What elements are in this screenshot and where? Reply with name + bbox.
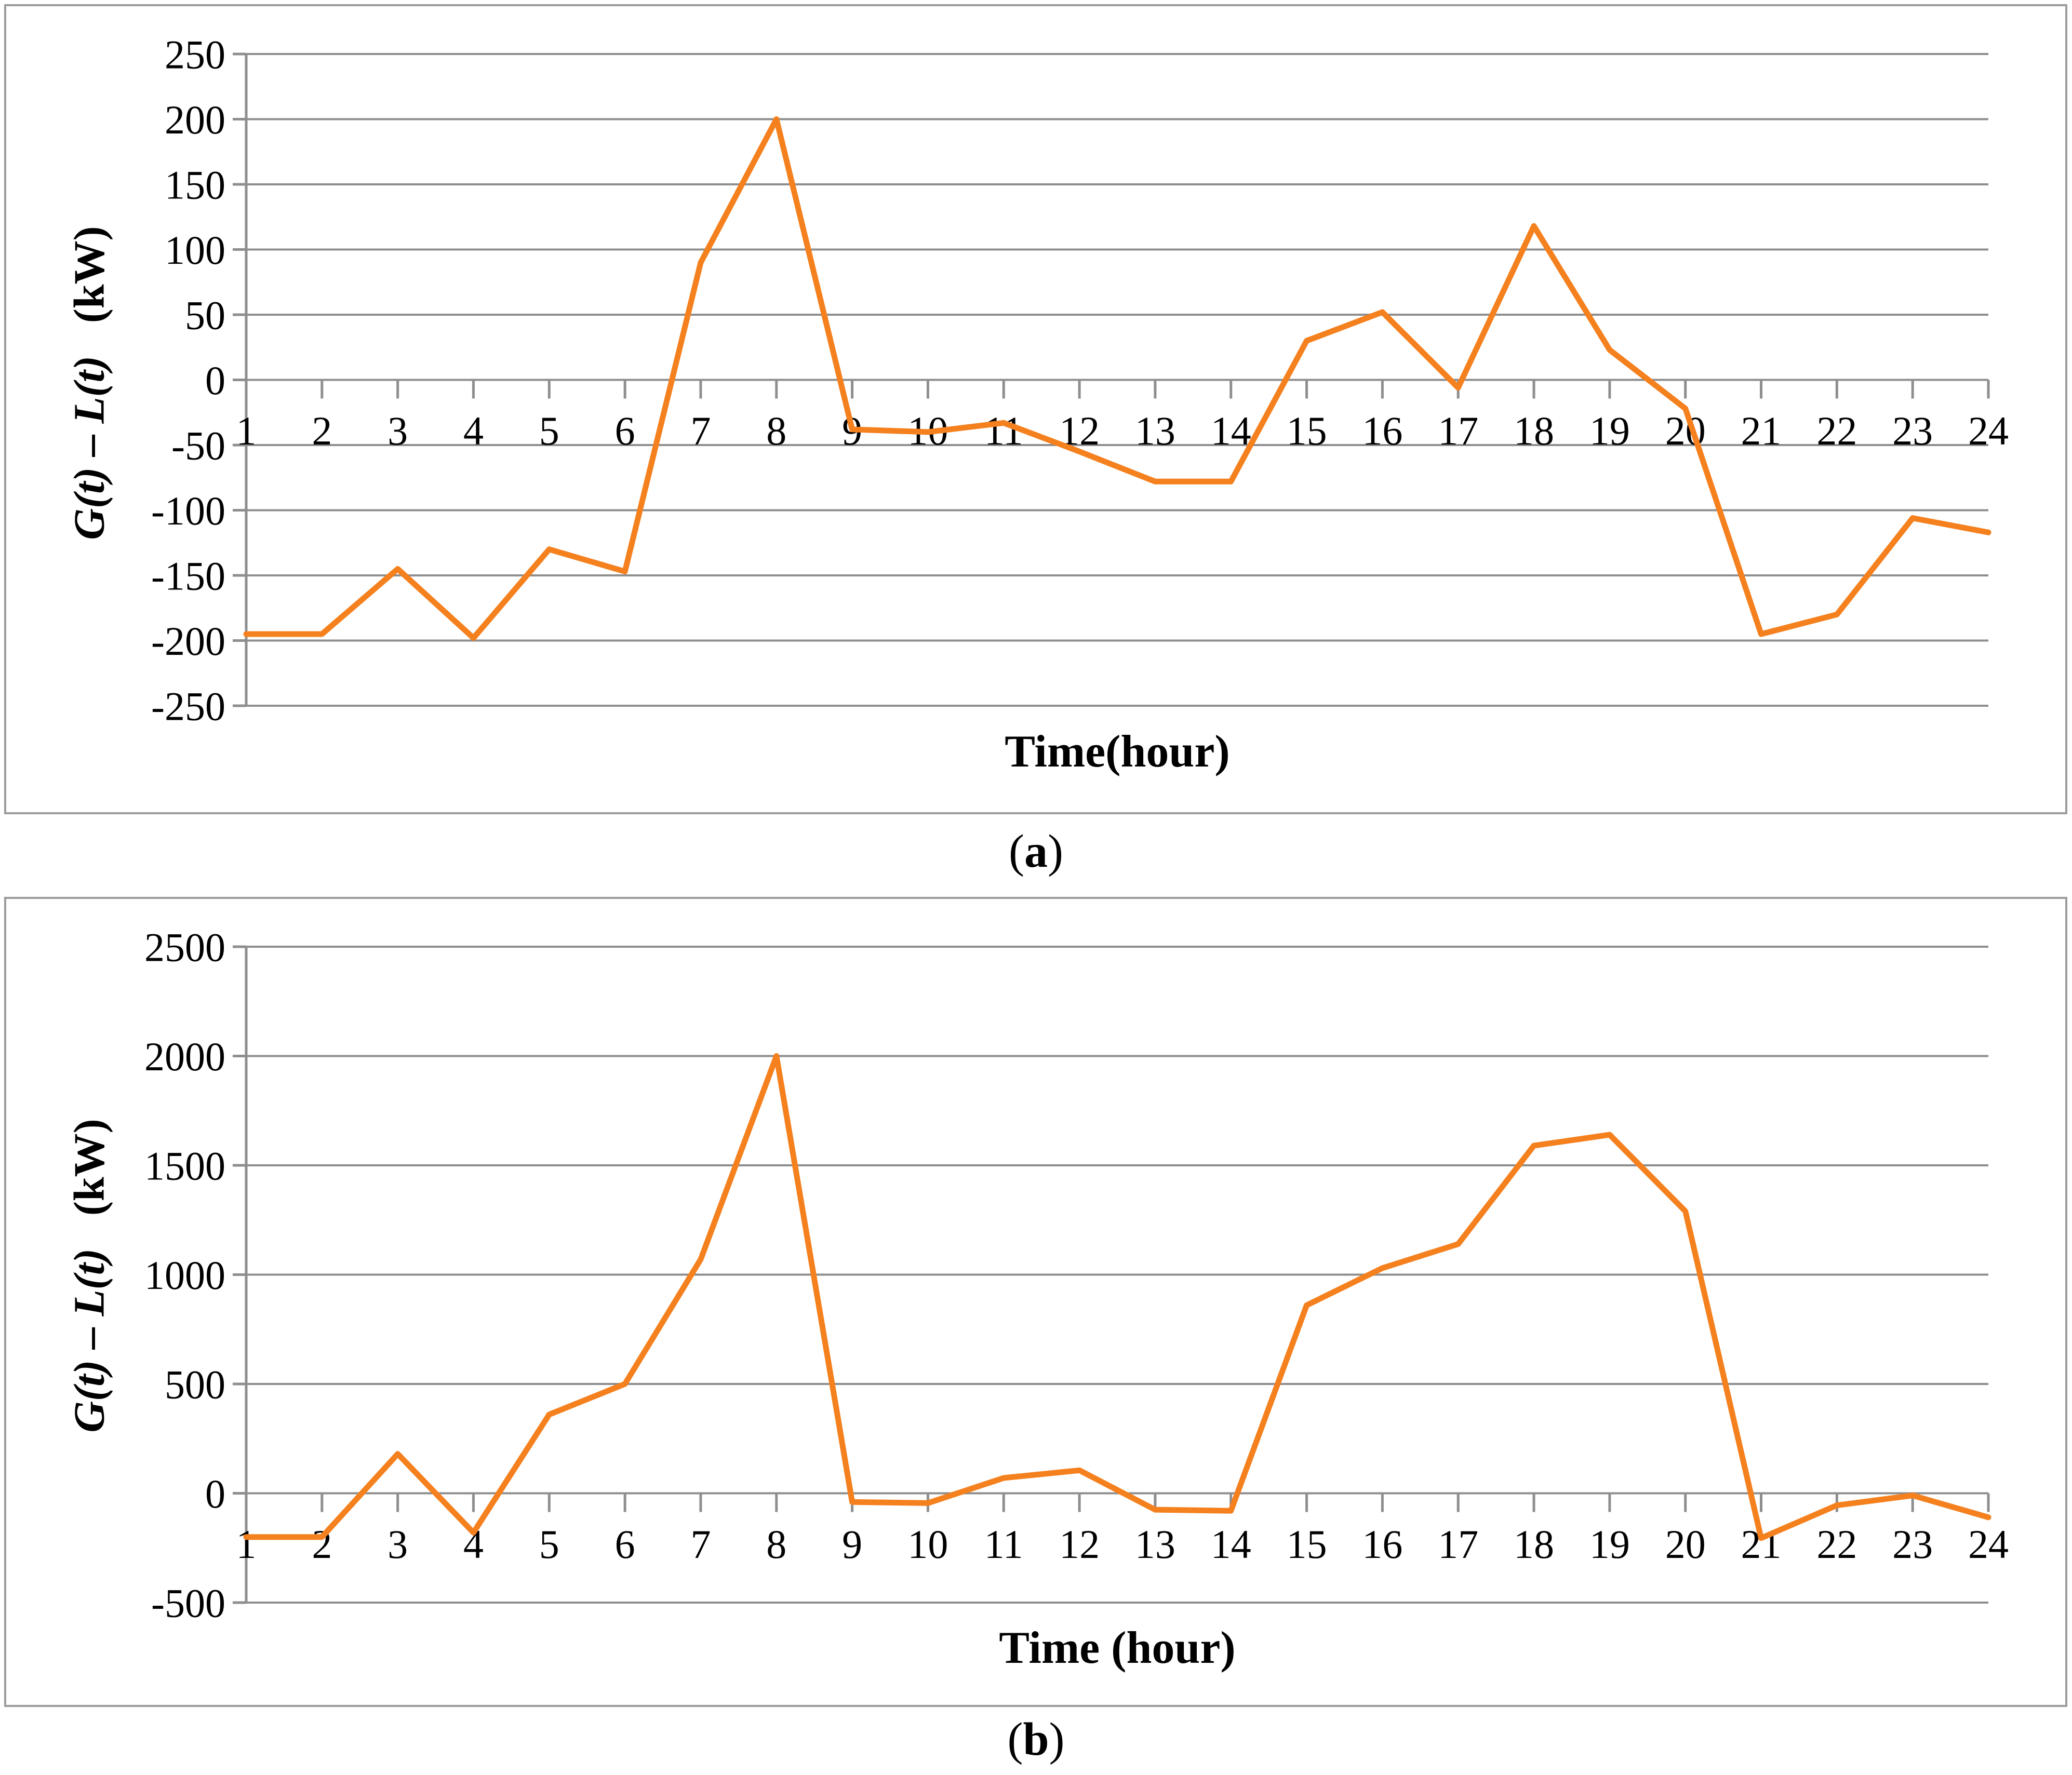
x-tick-label: 18 <box>1514 1522 1554 1567</box>
x-tick-label: 3 <box>387 1522 408 1567</box>
y-tick-label: 0 <box>205 358 225 403</box>
x-tick-label: 22 <box>1816 1522 1857 1567</box>
x-tick-label: 12 <box>1059 1522 1100 1567</box>
x-tick-label: 8 <box>766 408 786 453</box>
y-tick-label: -250 <box>151 683 225 729</box>
x-tick-label: 13 <box>1135 408 1175 453</box>
x-tick-label: 23 <box>1892 408 1933 453</box>
x-tick-label: 23 <box>1892 1522 1933 1567</box>
x-tick-label: 15 <box>1287 408 1327 453</box>
y-tick-label: 0 <box>205 1471 225 1516</box>
y-tick-label: 1000 <box>144 1253 225 1298</box>
x-tick-label: 19 <box>1589 408 1630 453</box>
x-tick-label: 1 <box>236 1522 257 1567</box>
x-tick-label: 8 <box>766 1522 786 1567</box>
y-tick-label: 250 <box>165 32 225 77</box>
caption-a: (a) <box>0 825 2072 878</box>
x-tick-label: 5 <box>539 408 559 453</box>
caption-b-close: ) <box>1049 1714 1065 1765</box>
x-tick-label: 16 <box>1362 408 1402 453</box>
y-tick-label: -50 <box>171 423 225 468</box>
y-tick-label: 2000 <box>144 1034 225 1079</box>
y-tick-label: -200 <box>151 618 225 664</box>
x-tick-label: 13 <box>1135 1522 1175 1567</box>
x-tick-label: 4 <box>463 408 484 453</box>
y-tick-label: 200 <box>165 97 225 142</box>
x-tick-label: 24 <box>1968 1522 2009 1567</box>
caption-a-open: ( <box>1009 826 1024 877</box>
caption-a-letter: a <box>1024 826 1048 877</box>
x-tick-label: 9 <box>842 1522 862 1567</box>
x-tick-label: 18 <box>1514 408 1554 453</box>
x-tick-label: 17 <box>1438 408 1478 453</box>
x-tick-label: 10 <box>907 1522 948 1567</box>
x-tick-label: 15 <box>1287 1522 1327 1567</box>
x-tick-label: 6 <box>615 1522 635 1567</box>
y-tick-label: -150 <box>151 553 225 598</box>
x-tick-label: 7 <box>690 1522 711 1567</box>
x-tick-label: 1 <box>236 408 257 453</box>
x-tick-label: 24 <box>1968 408 2009 453</box>
y-tick-label: -100 <box>151 488 225 533</box>
caption-b-letter: b <box>1023 1714 1049 1765</box>
x-tick-label: 3 <box>387 408 408 453</box>
y-tick-label: 500 <box>165 1362 225 1407</box>
x-tick-label: 20 <box>1665 1522 1706 1567</box>
x-tick-label: 17 <box>1438 1522 1478 1567</box>
x-tick-label: 11 <box>984 1522 1023 1567</box>
x-tick-label: 14 <box>1211 1522 1251 1567</box>
x-tick-label: 5 <box>539 1522 559 1567</box>
chart-panel-a: 250 200 150 100 50 0 -50 -100 -150 -200 -250 1 2 3 4 5 6… <box>4 4 2067 814</box>
y-tick-label: 50 <box>185 292 225 338</box>
x-axis-title-a: Time(hour) <box>1005 727 1230 777</box>
caption-b: (b) <box>0 1713 2072 1766</box>
x-tick-label: 6 <box>615 408 635 453</box>
x-tick-label: 16 <box>1362 1522 1402 1567</box>
x-tick-label: 14 <box>1211 408 1251 453</box>
x-axis-title-b: Time (hour) <box>999 1623 1236 1673</box>
caption-b-open: ( <box>1007 1714 1023 1765</box>
series-line <box>243 116 1991 641</box>
x-tick-label: 19 <box>1589 1522 1630 1567</box>
y-tick-label: 150 <box>165 162 225 207</box>
y-tick-label: 2500 <box>144 924 225 970</box>
x-tick-label: 7 <box>690 408 711 453</box>
x-tick-label: 2 <box>312 408 332 453</box>
caption-a-close: ) <box>1048 826 1063 877</box>
y-tick-label: 100 <box>165 227 225 273</box>
y-tick-label: -500 <box>151 1580 225 1625</box>
y-tick-label: 1500 <box>144 1143 225 1188</box>
x-tick-label: 22 <box>1816 408 1857 453</box>
series-line <box>243 1053 1991 1541</box>
x-tick-label: 21 <box>1741 408 1782 453</box>
chart-panel-b: 2500 2000 1500 1000 500 0 -500 1 2 3 4 5 6 7 8 9 10 11 12 1… <box>4 897 2067 1707</box>
